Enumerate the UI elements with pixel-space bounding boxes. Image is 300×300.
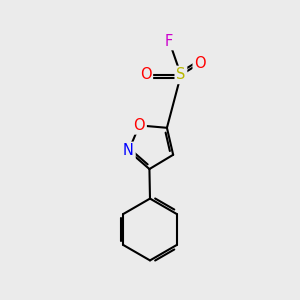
- Text: N: N: [123, 143, 134, 158]
- Text: O: O: [140, 68, 152, 82]
- Text: O: O: [194, 56, 206, 70]
- Text: F: F: [165, 34, 173, 49]
- Text: S: S: [176, 68, 186, 82]
- Text: O: O: [134, 118, 145, 133]
